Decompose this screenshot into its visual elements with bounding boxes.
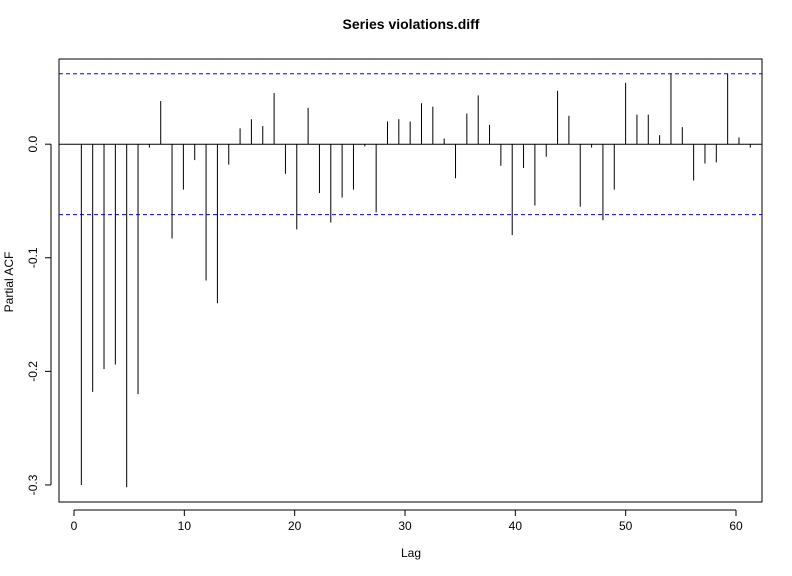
x-tick-label-20: 20	[288, 519, 302, 533]
spikes-group	[80, 73, 751, 488]
y-tick-label--0.2: -0.2	[26, 361, 40, 382]
x-tick-label-60: 60	[729, 519, 743, 533]
x-axis: 0 10 20 30 40 50 60	[71, 509, 743, 533]
y-tick-label--0.1: -0.1	[26, 247, 40, 268]
x-tick-label-10: 10	[178, 519, 192, 533]
x-axis-label: Lag	[401, 546, 421, 560]
y-tick-label--0.3: -0.3	[26, 474, 40, 495]
chart-title: Series violations.diff	[343, 16, 480, 32]
x-tick-label-30: 30	[398, 519, 412, 533]
y-axis: -0.3 -0.2 -0.1 0.0	[26, 136, 52, 495]
y-axis-label: Partial ACF	[2, 252, 16, 313]
x-tick-label-40: 40	[509, 519, 523, 533]
y-tick-label-0.0: 0.0	[26, 136, 40, 153]
x-tick-label-0: 0	[71, 519, 78, 533]
plot-frame	[58, 58, 763, 503]
x-tick-label-50: 50	[619, 519, 633, 533]
